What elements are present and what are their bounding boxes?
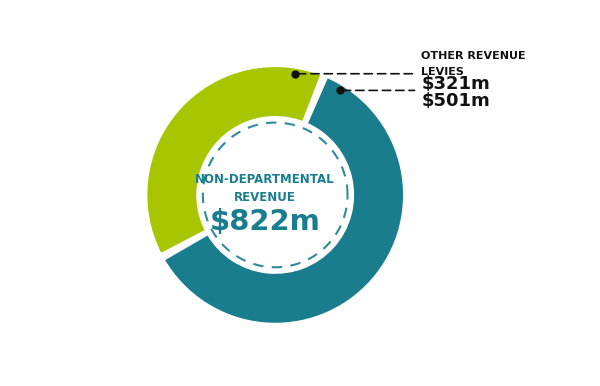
Wedge shape: [146, 66, 322, 255]
Text: OTHER REVENUE: OTHER REVENUE: [421, 51, 526, 61]
Text: LEVIES: LEVIES: [421, 68, 464, 78]
Text: $822m: $822m: [209, 208, 320, 236]
Text: NON-DEPARTMENTAL: NON-DEPARTMENTAL: [195, 173, 335, 186]
Text: $321m: $321m: [421, 75, 490, 93]
Text: REVENUE: REVENUE: [234, 191, 296, 204]
Text: $501m: $501m: [421, 92, 490, 110]
Wedge shape: [163, 76, 404, 324]
